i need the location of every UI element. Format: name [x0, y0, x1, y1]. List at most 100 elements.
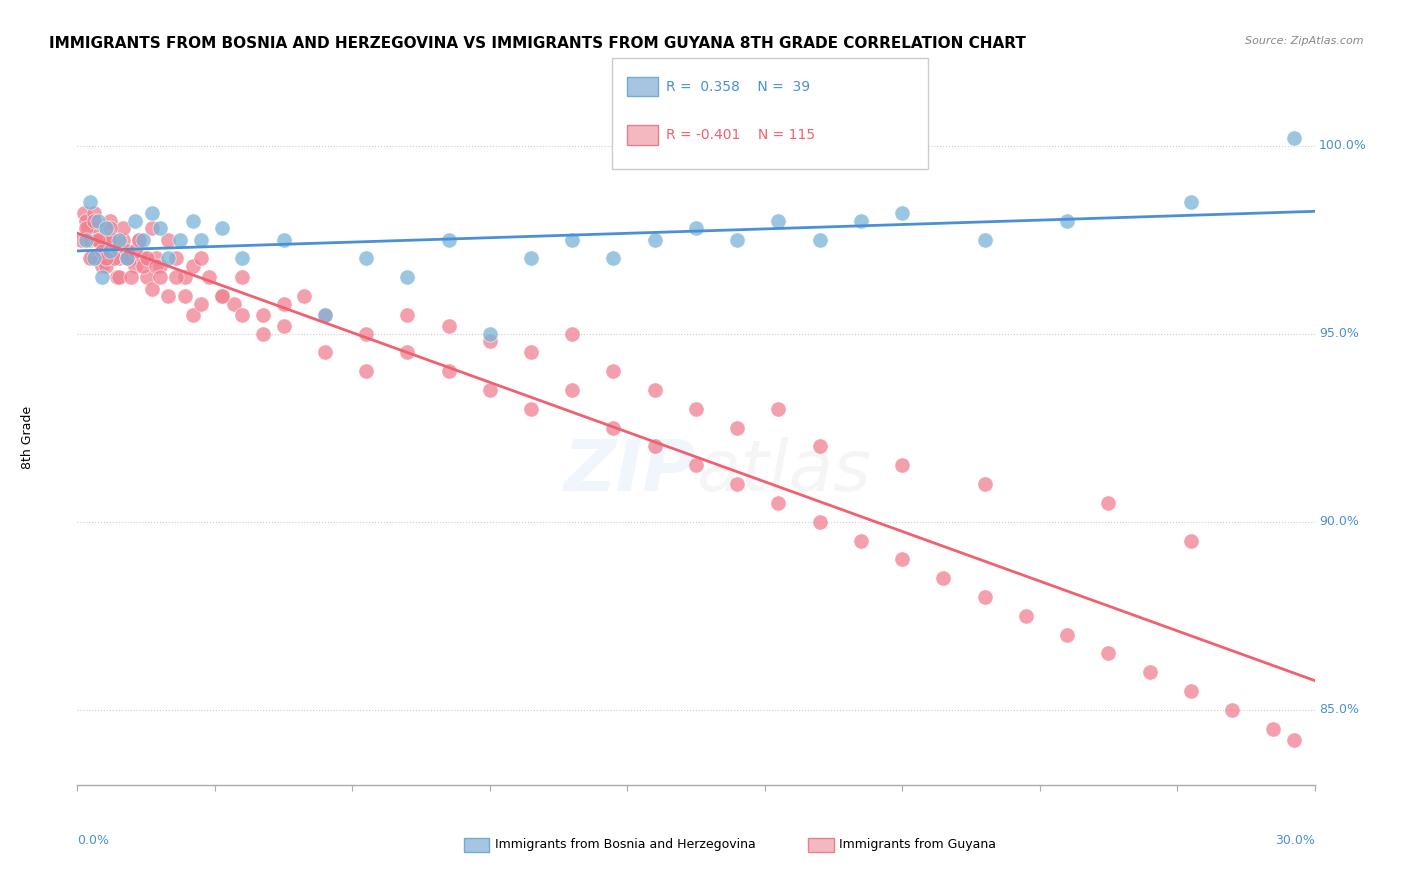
Point [80, 252, 103, 266]
Point [520, 252, 543, 266]
Point [602, 252, 624, 266]
Point [211, 221, 233, 235]
Point [190, 233, 212, 247]
Text: R =  0.358    N =  39: R = 0.358 N = 39 [666, 79, 811, 94]
Point [849, 533, 872, 548]
Point [273, 233, 295, 247]
Point [70, 233, 93, 247]
Point [157, 252, 180, 266]
Point [222, 296, 245, 310]
Point [602, 420, 624, 434]
Point [231, 270, 253, 285]
Point [173, 270, 195, 285]
Point [602, 364, 624, 378]
Point [136, 252, 159, 266]
Point [1097, 496, 1119, 510]
Point [165, 270, 187, 285]
Point [198, 270, 221, 285]
Point [478, 326, 501, 341]
Point [437, 233, 460, 247]
Point [79, 252, 101, 266]
Point [149, 221, 172, 235]
Point [124, 214, 146, 228]
Point [891, 458, 914, 473]
Point [685, 221, 707, 235]
Point [768, 401, 790, 416]
Point [1097, 646, 1119, 660]
Point [973, 477, 995, 491]
Point [87, 221, 110, 235]
Point [157, 289, 180, 303]
Point [181, 308, 204, 322]
Text: 95.0%: 95.0% [1319, 327, 1358, 340]
Point [1056, 627, 1078, 641]
Point [157, 233, 180, 247]
Point [644, 383, 666, 397]
Point [891, 206, 914, 220]
Point [973, 233, 995, 247]
Point [181, 214, 204, 228]
Point [725, 477, 748, 491]
Point [115, 244, 138, 258]
Point [145, 259, 167, 273]
Point [111, 233, 134, 247]
Point [169, 233, 191, 247]
Point [98, 233, 121, 247]
Point [181, 259, 204, 273]
Text: Source: ZipAtlas.com: Source: ZipAtlas.com [1246, 36, 1364, 45]
Point [96, 244, 118, 258]
Point [72, 206, 94, 220]
Point [211, 289, 233, 303]
Point [76, 221, 98, 235]
Point [644, 233, 666, 247]
Point [115, 252, 138, 266]
Point [932, 571, 955, 585]
Point [83, 252, 105, 266]
Point [96, 259, 118, 273]
Text: 30.0%: 30.0% [1275, 834, 1315, 847]
Point [1180, 533, 1202, 548]
Point [314, 308, 336, 322]
Point [314, 308, 336, 322]
Point [808, 440, 831, 454]
Point [1282, 131, 1305, 145]
Point [91, 244, 114, 258]
Point [478, 334, 501, 348]
Text: Immigrants from Bosnia and Herzegovina: Immigrants from Bosnia and Herzegovina [495, 838, 755, 851]
Point [231, 252, 253, 266]
Point [87, 233, 110, 247]
Point [149, 259, 172, 273]
Point [141, 221, 163, 235]
Point [1220, 703, 1243, 717]
Point [132, 233, 155, 247]
Point [768, 496, 790, 510]
Point [93, 233, 115, 247]
Point [252, 326, 274, 341]
Point [101, 233, 124, 247]
Point [173, 289, 195, 303]
Point [75, 233, 97, 247]
Point [105, 270, 128, 285]
Point [111, 221, 134, 235]
Point [98, 244, 121, 258]
Point [96, 252, 118, 266]
Point [149, 270, 172, 285]
Point [165, 252, 187, 266]
Point [141, 281, 163, 295]
Point [354, 252, 377, 266]
Point [190, 296, 212, 310]
Point [644, 440, 666, 454]
Point [1056, 214, 1078, 228]
Point [478, 383, 501, 397]
Point [1180, 194, 1202, 209]
Point [354, 364, 377, 378]
Point [891, 552, 914, 566]
Point [396, 308, 419, 322]
Point [808, 233, 831, 247]
Point [87, 233, 110, 247]
Point [124, 244, 146, 258]
Point [132, 252, 155, 266]
Point [685, 401, 707, 416]
Point [273, 319, 295, 334]
Point [87, 214, 110, 228]
